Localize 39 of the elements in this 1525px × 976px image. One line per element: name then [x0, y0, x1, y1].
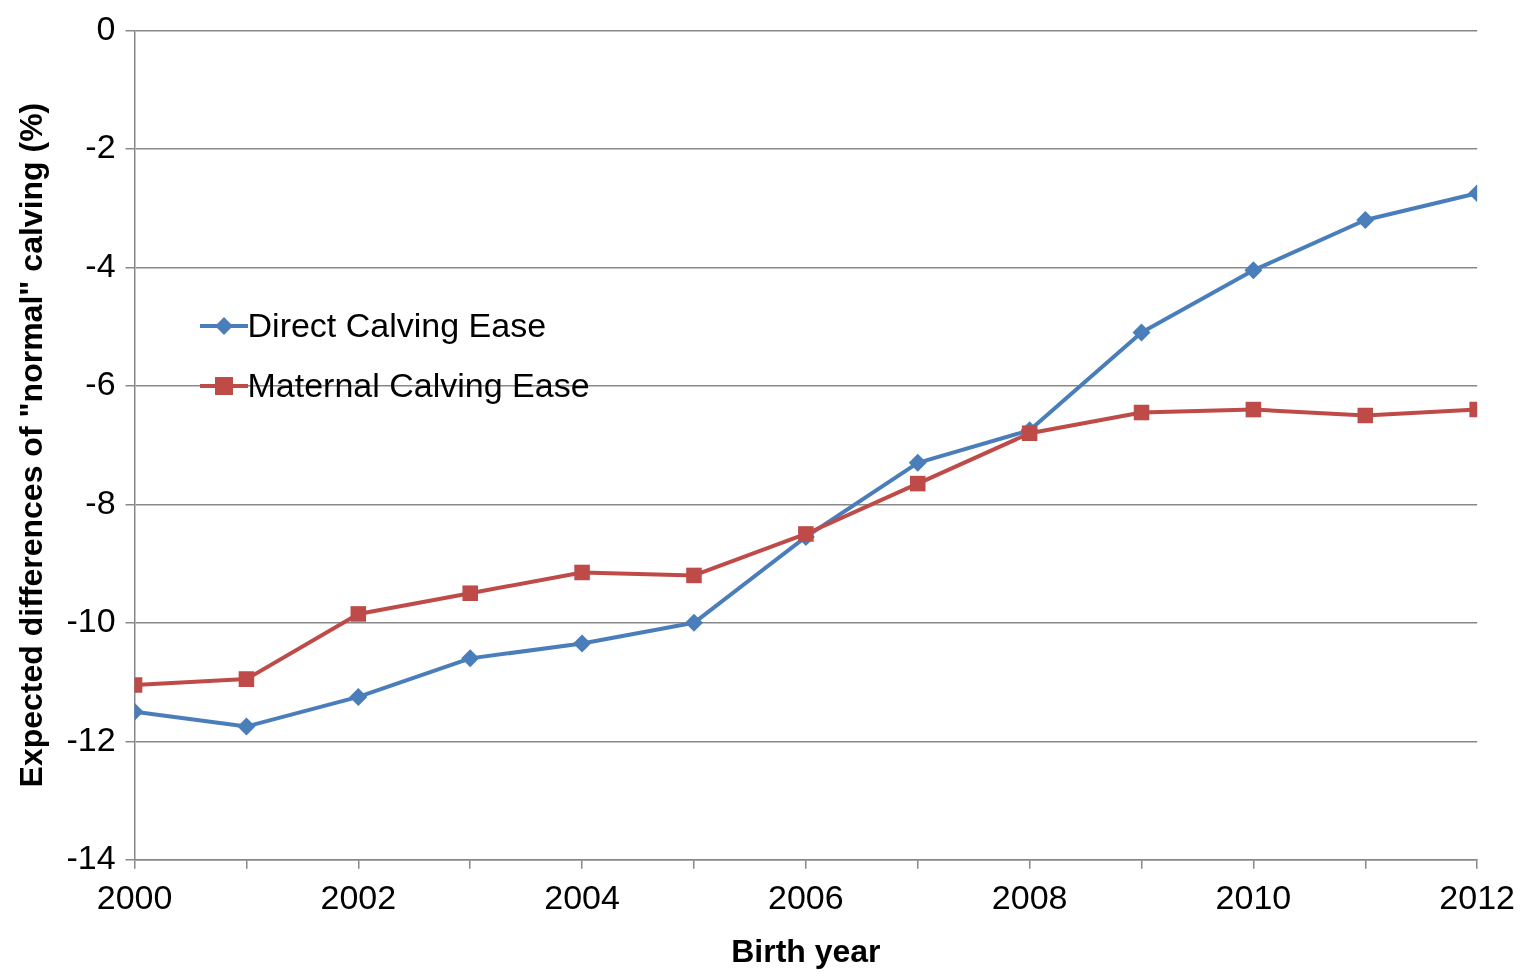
point — [1132, 323, 1151, 342]
y-tick-label: -2 — [85, 127, 116, 166]
point — [1356, 210, 1375, 229]
point — [908, 453, 927, 472]
legend-label: Direct Calving Ease — [247, 306, 547, 346]
y-tick-label: -8 — [85, 482, 116, 521]
point — [350, 606, 367, 622]
point — [1357, 407, 1374, 424]
y-tick-label: -4 — [85, 245, 116, 284]
point — [1021, 425, 1038, 442]
y-tick-label: -10 — [66, 601, 116, 640]
point — [574, 564, 590, 581]
x-tick-label: 2004 — [544, 877, 620, 916]
point — [909, 475, 926, 492]
x-tick-label: 2000 — [96, 877, 173, 916]
x-tick-label: 2006 — [768, 877, 844, 916]
point — [461, 649, 480, 668]
point — [349, 687, 368, 706]
y-tick-label: -14 — [66, 838, 116, 877]
point — [573, 634, 592, 653]
point — [238, 671, 255, 687]
point — [1133, 404, 1150, 421]
x-tick-label: 2002 — [320, 877, 397, 916]
point — [1244, 261, 1263, 280]
y-tick-label: -12 — [66, 719, 116, 758]
point — [798, 526, 814, 542]
x-tick-label: 2012 — [1439, 877, 1515, 916]
legend-label: Maternal Calving Ease — [247, 366, 590, 406]
point — [684, 613, 703, 632]
x-tick-label: 2008 — [991, 877, 1068, 916]
point — [686, 567, 702, 584]
y-axis-title: Expected differences of "normal" calving (%) — [13, 102, 50, 788]
point — [462, 585, 478, 601]
x-tick-label: 2010 — [1215, 877, 1292, 916]
y-tick-label: 0 — [96, 8, 116, 47]
point — [237, 717, 256, 736]
x-axis-title: Birth year — [731, 932, 881, 969]
point — [1245, 401, 1262, 418]
y-tick-label: -6 — [85, 364, 116, 403]
